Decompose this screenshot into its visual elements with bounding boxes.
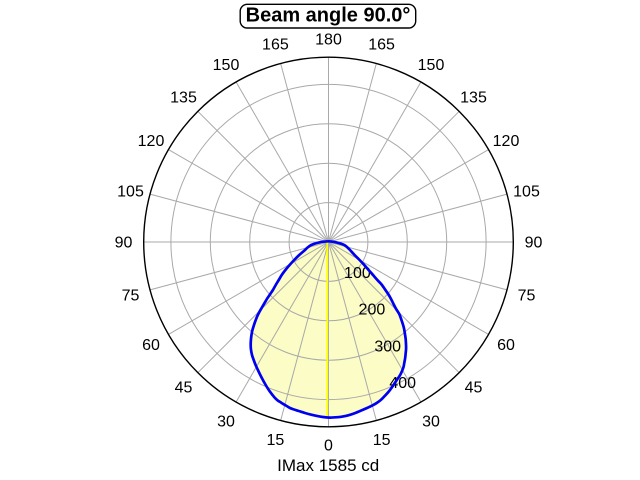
svg-text:75: 75 [518, 288, 536, 305]
svg-text:90: 90 [115, 235, 133, 252]
svg-text:30: 30 [422, 414, 440, 431]
svg-text:45: 45 [175, 380, 193, 397]
svg-text:135: 135 [170, 90, 197, 107]
svg-text:60: 60 [142, 337, 160, 354]
svg-text:120: 120 [493, 133, 520, 150]
svg-text:90: 90 [525, 235, 543, 252]
svg-text:135: 135 [460, 90, 487, 107]
svg-text:150: 150 [418, 57, 445, 74]
svg-text:100: 100 [344, 265, 371, 282]
svg-text:180: 180 [315, 32, 342, 49]
svg-text:75: 75 [122, 288, 140, 305]
svg-text:IMax 1585 cd: IMax 1585 cd [277, 456, 379, 475]
svg-text:15: 15 [373, 432, 391, 449]
svg-text:30: 30 [217, 414, 235, 431]
svg-text:150: 150 [213, 57, 240, 74]
svg-text:200: 200 [359, 302, 386, 319]
svg-text:15: 15 [267, 432, 285, 449]
svg-text:60: 60 [497, 337, 515, 354]
svg-text:105: 105 [117, 183, 144, 200]
svg-text:105: 105 [513, 183, 540, 200]
svg-text:0: 0 [324, 438, 333, 455]
svg-text:300: 300 [374, 338, 401, 355]
svg-text:Beam angle 90.0°: Beam angle 90.0° [246, 5, 411, 27]
svg-text:165: 165 [262, 37, 289, 54]
svg-text:165: 165 [368, 37, 395, 54]
svg-text:45: 45 [465, 380, 483, 397]
svg-text:120: 120 [138, 133, 165, 150]
